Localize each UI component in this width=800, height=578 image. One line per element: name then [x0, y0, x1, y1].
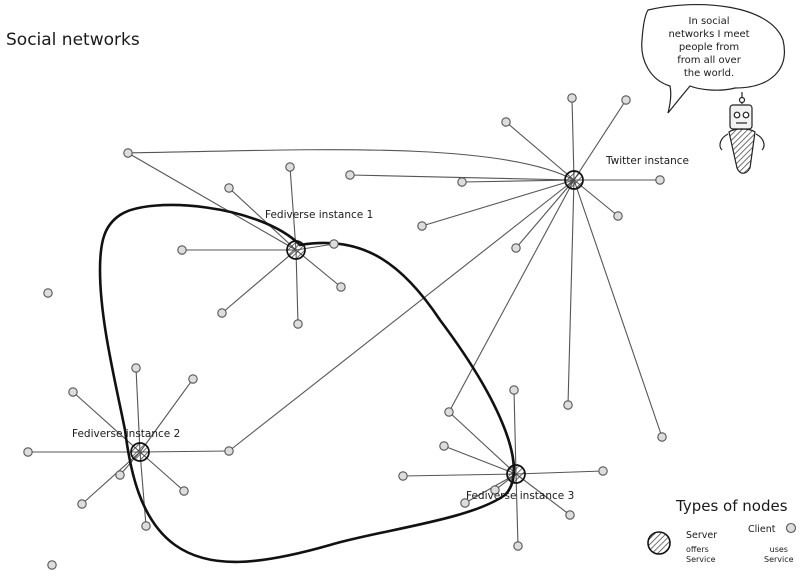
fediverse-boundary [98, 203, 516, 564]
legend-title: Types of nodes [676, 497, 788, 515]
fediverse-instance-2-label: Fediverse instance 2 [72, 428, 181, 440]
legend-client-desc: uses Service [764, 545, 794, 565]
network-edge [139, 378, 194, 453]
client-node [513, 541, 523, 551]
client-node [439, 441, 449, 451]
network-edge [461, 179, 575, 183]
client-node [457, 177, 467, 187]
speech-bubble-text: In social networks I meet people from fr… [668, 15, 750, 80]
network-edge [72, 391, 141, 453]
network-edge [402, 473, 517, 477]
client-node [131, 363, 141, 373]
client-node [345, 170, 355, 180]
server-node-fed3 [506, 464, 526, 484]
network-edge [289, 166, 297, 251]
client-node [490, 485, 500, 495]
fediverse-instance-1-label: Fediverse instance 1 [265, 209, 374, 221]
network-edge [139, 450, 230, 453]
speech-bubble [641, 3, 785, 114]
client-node [598, 466, 608, 476]
client-node [47, 560, 57, 570]
speech-line: In social [688, 16, 730, 27]
network-edge [571, 97, 575, 181]
client-node [460, 498, 470, 508]
speech-line: from all over [677, 55, 741, 66]
legend-client-desc-line: Service [764, 555, 794, 564]
network-edge [228, 187, 297, 251]
legend-server-desc-line: Service [686, 555, 716, 564]
client-node [398, 471, 408, 481]
client-node [217, 308, 227, 318]
network-edge [515, 473, 571, 516]
network-edge [567, 179, 575, 406]
client-node [444, 407, 454, 417]
client-node [141, 521, 151, 531]
network-edge [505, 121, 575, 181]
client-node [115, 470, 125, 480]
legend-client-label: Client [748, 524, 776, 535]
legend-client-desc-line: uses [769, 545, 788, 554]
client-node [657, 432, 667, 442]
server-node-twitter [564, 170, 584, 190]
client-node [621, 95, 631, 105]
client-node [567, 93, 577, 103]
client-node [655, 175, 665, 185]
client-node [77, 499, 87, 509]
client-node [613, 211, 623, 221]
speech-line: people from [678, 42, 740, 53]
network-edge [513, 389, 517, 475]
client-node [23, 447, 33, 457]
network-edge [81, 451, 141, 505]
network-edge [421, 179, 575, 227]
twitter-instance-label: Twitter instance [606, 155, 690, 167]
client-node [501, 117, 511, 127]
page-title: Social networks [6, 30, 140, 50]
network-edge [448, 179, 575, 413]
legend-client-icon [785, 522, 797, 534]
network-edge [228, 179, 575, 452]
client-node [509, 385, 519, 395]
client-node [329, 239, 339, 249]
client-node [565, 510, 575, 520]
edge-curve-twitter [127, 149, 575, 181]
network-edge [295, 249, 299, 325]
legend-server-label: Server [686, 530, 718, 541]
speech-line: the world. [683, 68, 735, 79]
client-node [336, 282, 346, 292]
client-node [179, 486, 189, 496]
network-edge [573, 179, 663, 438]
server-node-fed2 [130, 442, 150, 462]
network-edge [515, 473, 519, 547]
server-node-fed1 [286, 240, 306, 260]
network-edge [221, 249, 297, 314]
client-node [293, 319, 303, 329]
client-node [285, 162, 295, 172]
client-node [417, 221, 427, 231]
legend-server-desc-line: offers [686, 545, 709, 554]
client-node [177, 245, 187, 255]
network-edge [515, 470, 604, 475]
client-node [224, 446, 234, 456]
network-edge [448, 411, 517, 475]
fediverse-instance-3-label: Fediverse instance 3 [466, 490, 575, 502]
client-node [68, 387, 78, 397]
legend-server-icon [647, 531, 671, 555]
client-node [188, 374, 198, 384]
client-node [224, 183, 234, 193]
network-edge [573, 99, 627, 181]
network-edge [443, 445, 517, 475]
client-node [563, 400, 573, 410]
network-edge [139, 451, 147, 527]
legend-server-desc: offers Service [686, 545, 716, 565]
client-node [43, 288, 53, 298]
client-node [511, 243, 521, 253]
client-node [123, 148, 133, 158]
network-edge [127, 152, 297, 251]
robot-icon [719, 92, 765, 174]
network-edge [515, 179, 575, 249]
speech-line: networks I meet [668, 29, 750, 40]
network-edge [135, 367, 141, 453]
